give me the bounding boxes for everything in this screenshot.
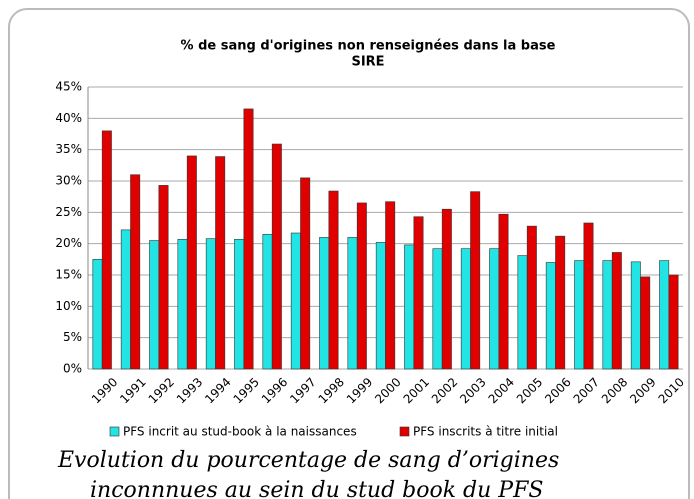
bar [555, 235, 566, 370]
bar [149, 240, 160, 370]
bar [574, 260, 585, 370]
bar [186, 155, 197, 370]
bar [385, 201, 396, 370]
bar [375, 242, 386, 370]
bar [319, 237, 330, 370]
y-tick-label: 10% [55, 299, 82, 313]
y-tick-label: 30% [55, 174, 82, 188]
bar [215, 156, 226, 370]
bar [640, 276, 651, 370]
bar [441, 208, 452, 370]
bar [92, 259, 103, 370]
bar [177, 238, 188, 370]
bar [101, 130, 112, 370]
y-tick-label: 20% [55, 236, 82, 250]
y-tick-label: 5% [63, 330, 82, 344]
chart-title: % de sang d'origines non renseignées dan… [181, 39, 556, 54]
y-tick-label: 25% [55, 205, 82, 219]
bar [120, 229, 131, 370]
bar [158, 185, 169, 370]
bar [470, 191, 481, 370]
bar [300, 177, 311, 370]
bar [347, 237, 358, 370]
legend-swatch [109, 426, 120, 437]
chart-title: SIRE [351, 55, 384, 70]
bar [489, 248, 500, 370]
y-tick-label: 40% [55, 111, 82, 125]
bar [271, 143, 282, 370]
bar [498, 213, 509, 370]
bar [243, 108, 254, 370]
bar [545, 262, 556, 370]
legend-swatch [399, 426, 410, 437]
bar [413, 216, 424, 370]
bar [583, 222, 594, 370]
y-tick-label: 0% [63, 362, 82, 376]
bar [460, 248, 471, 370]
bar [630, 261, 641, 370]
bar [602, 260, 613, 370]
bar [659, 260, 670, 370]
caption: Evolution du pourcentage de sang d’origi… [57, 448, 559, 473]
y-tick-label: 15% [55, 268, 82, 282]
bar [611, 252, 622, 370]
bar [290, 232, 301, 370]
legend-label: PFS inscrits à titre initial [413, 425, 558, 439]
bar [404, 244, 415, 370]
caption: inconnnues au sein du stud book du PFS [90, 478, 543, 499]
bar [205, 238, 216, 370]
bar [668, 274, 679, 370]
bar [130, 174, 141, 370]
legend-label: PFS incrit au stud-book à la naissances [123, 425, 357, 439]
bar [517, 255, 528, 370]
bar [234, 238, 245, 370]
bar [328, 190, 339, 370]
bar [262, 233, 273, 370]
bar [356, 202, 367, 370]
y-tick-label: 45% [55, 80, 82, 94]
bar [526, 225, 537, 370]
bar [432, 248, 443, 370]
y-tick-label: 35% [55, 142, 82, 156]
